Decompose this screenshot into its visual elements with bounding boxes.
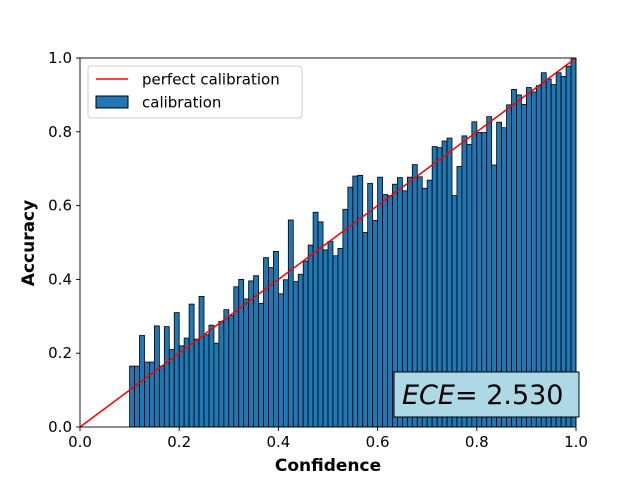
bar xyxy=(129,365,135,428)
y-tick-label: 0.0 xyxy=(48,418,72,436)
bar xyxy=(362,232,369,428)
y-tick-label: 0.4 xyxy=(48,270,72,288)
bar xyxy=(332,255,339,428)
bar xyxy=(158,365,165,428)
bar xyxy=(168,349,175,428)
bar xyxy=(144,361,150,428)
legend-box xyxy=(87,65,303,119)
bar xyxy=(292,281,299,428)
bar xyxy=(322,249,329,428)
bar xyxy=(317,221,324,428)
x-tick-label: 0.0 xyxy=(68,433,92,451)
y-tick-label: 0.8 xyxy=(48,123,72,141)
bar xyxy=(253,275,259,428)
bar xyxy=(173,312,180,428)
bar xyxy=(188,303,195,428)
x-tick-label: 0.2 xyxy=(167,433,191,451)
bar xyxy=(263,257,269,428)
bar xyxy=(337,247,344,428)
bar xyxy=(134,365,140,428)
bar xyxy=(342,208,349,428)
bar xyxy=(347,186,354,428)
y-axis-label: Accuracy xyxy=(19,200,39,286)
bar xyxy=(258,302,264,428)
bar xyxy=(327,240,334,428)
x-ticks: 0.0 0.2 0.4 0.6 0.8 1.0 xyxy=(68,427,588,451)
x-tick-label: 0.6 xyxy=(366,433,390,451)
y-tick-label: 0.6 xyxy=(48,197,72,215)
bar xyxy=(248,280,254,428)
bar xyxy=(312,211,319,428)
bar xyxy=(307,244,314,428)
x-tick-label: 0.8 xyxy=(465,433,489,451)
ece-box xyxy=(393,371,580,418)
legend-label-calibration: calibration xyxy=(142,94,221,112)
x-axis-label: Confidence xyxy=(275,456,381,476)
bar xyxy=(183,337,190,428)
x-tick-label: 1.0 xyxy=(564,433,588,451)
bar xyxy=(223,309,230,428)
bar xyxy=(277,293,284,428)
bar xyxy=(367,183,374,428)
bar xyxy=(238,278,245,428)
bar xyxy=(302,260,309,428)
x-tick-label: 0.4 xyxy=(266,433,290,451)
bar xyxy=(178,345,185,428)
bar xyxy=(268,267,274,428)
bar xyxy=(357,174,364,428)
legend-patch-swatch xyxy=(95,95,129,109)
y-tick-label: 1.0 xyxy=(48,49,72,67)
y-ticks: 0.0 0.2 0.4 0.6 0.8 1.0 xyxy=(48,49,80,436)
bar xyxy=(352,175,359,428)
bar xyxy=(203,334,210,428)
bar xyxy=(213,342,220,428)
axes-frame xyxy=(79,57,577,428)
bar xyxy=(273,250,279,428)
legend-label-perfect: perfect calibration xyxy=(142,71,280,89)
legend: perfect calibration calibration xyxy=(87,65,303,119)
bar xyxy=(382,194,388,428)
bar xyxy=(377,176,383,428)
bar xyxy=(387,195,393,428)
bar xyxy=(163,326,170,428)
bar xyxy=(233,286,240,428)
ece-symbol: ECE xyxy=(402,380,455,411)
bar xyxy=(153,325,160,428)
bar xyxy=(287,219,294,428)
bar xyxy=(297,273,304,428)
bar xyxy=(372,219,379,428)
bar xyxy=(228,315,235,428)
bar xyxy=(218,321,225,428)
bar xyxy=(243,298,250,428)
ece-value: = 2.530 xyxy=(455,380,564,411)
y-tick-label: 0.2 xyxy=(48,344,72,362)
bar xyxy=(198,295,205,428)
ece-label: ECE= 2.530 xyxy=(402,380,564,411)
bar xyxy=(282,279,289,428)
perfect-calibration-line xyxy=(79,57,577,428)
bar xyxy=(208,324,215,428)
bar xyxy=(193,338,200,428)
ece-annotation: ECE= 2.530 xyxy=(393,371,580,418)
